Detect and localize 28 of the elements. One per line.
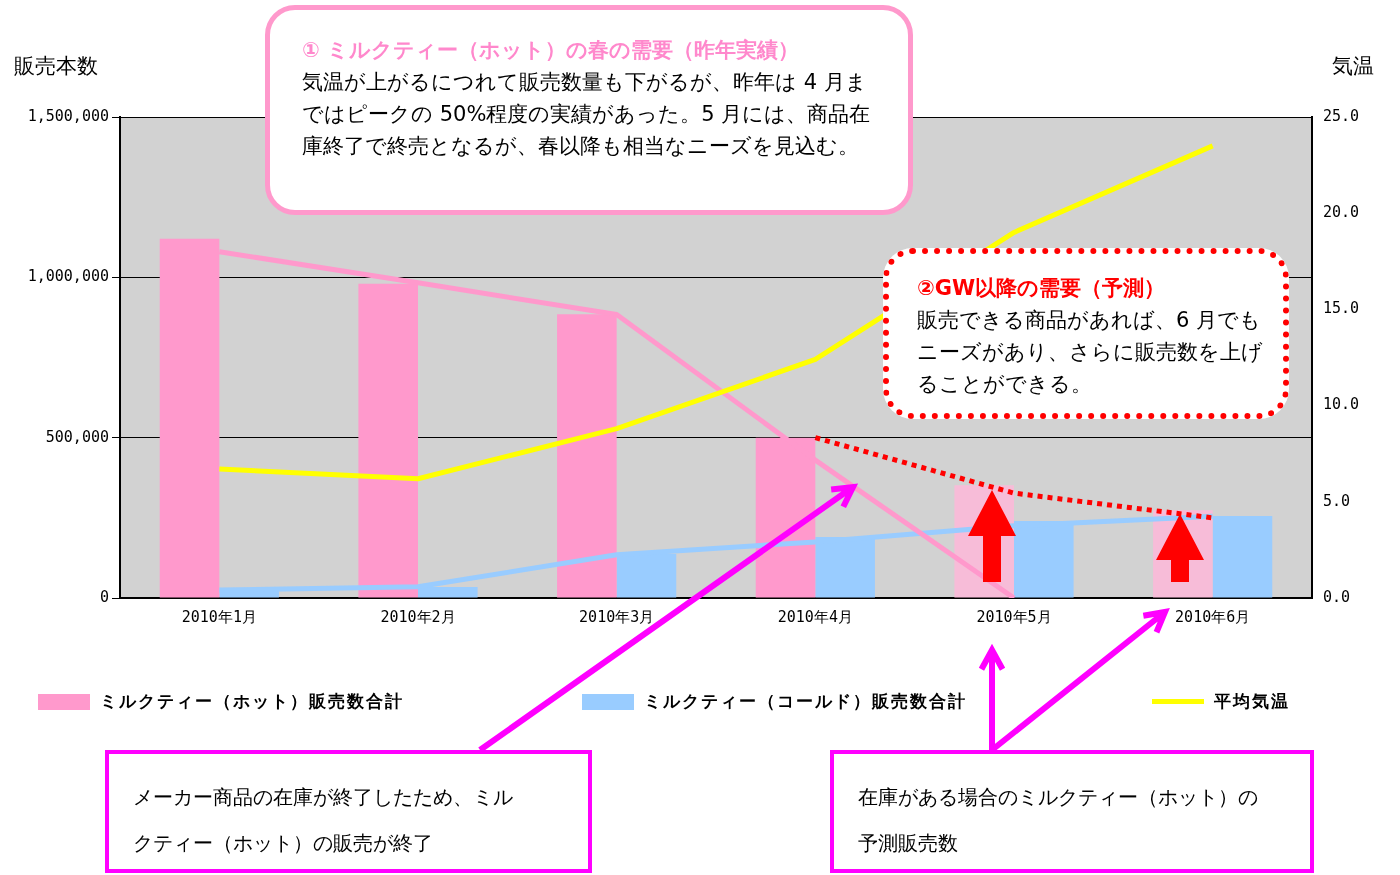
y2-tick-label: 0.0 (1323, 587, 1351, 606)
callout-box: 在庫がある場合のミルクティー（ホット）の予測販売数 (830, 750, 1314, 873)
callout-box: ① ミルクティー（ホット）の春の需要（昨年実績） 気温が上がるにつれて販売数量も下がるが、昨年は 4 月まではピークの 50%程度の実績があった。5 月には、商品在庫終了で終売となるが、春以降も相当なニーズを見込む。 (265, 5, 913, 215)
x-tick-label: 2010年6月 (1175, 607, 1251, 626)
y2-tick-label: 25.0 (1323, 106, 1360, 125)
x-tick-label: 2010年4月 (777, 607, 853, 626)
y-tick-label: 1,000,000 (27, 267, 109, 286)
y2-tick-label: 15.0 (1323, 299, 1360, 318)
y-tick-label: 0 (99, 587, 109, 606)
annotation: 販売できる商品があれば、6 月でもニーズがあり、さらに販売数を上げることができる。 (917, 307, 1263, 398)
legend-label: ミルクティー（ホット）販売数合計 (100, 690, 404, 713)
y2-tick-label: 10.0 (1323, 395, 1360, 414)
y2-tick-label: 20.0 (1323, 203, 1360, 222)
annotation: 気温が上がるにつれて販売数量も下がるが、昨年は 4 月まではピークの 50%程度の実績があった。5 月には、商品在庫終了で終売となるが、春以降も相当なニーズを見込む。 (302, 69, 872, 160)
y-tick-label: 1,500,000 (27, 106, 109, 125)
y-tick-label: 500,000 (45, 427, 109, 446)
y-axis-title: 販売本数 (14, 53, 98, 80)
callout-box: メーカー商品の在庫が終了したため、ミルクティー（ホット）の販売が終了 (105, 750, 592, 873)
x-tick-label: 2010年3月 (579, 607, 655, 626)
callout-box: ②GW以降の需要（予測） 販売できる商品があれば、6 月でもニーズがあり、さらに販売数を上げることができる。 (883, 248, 1289, 419)
legend-label: ミルクティー（コールド）販売数合計 (644, 690, 967, 713)
x-tick-label: 2010年5月 (976, 607, 1052, 626)
y2-axis-title: 気温 (1332, 53, 1374, 80)
legend-label: 平均気温 (1214, 690, 1290, 713)
annotation: ②GW以降の需要（予測） (917, 275, 1167, 302)
x-tick-label: 2010年1月 (181, 607, 257, 626)
x-tick-label: 2010年2月 (380, 607, 456, 626)
y2-tick-label: 5.0 (1323, 491, 1351, 510)
